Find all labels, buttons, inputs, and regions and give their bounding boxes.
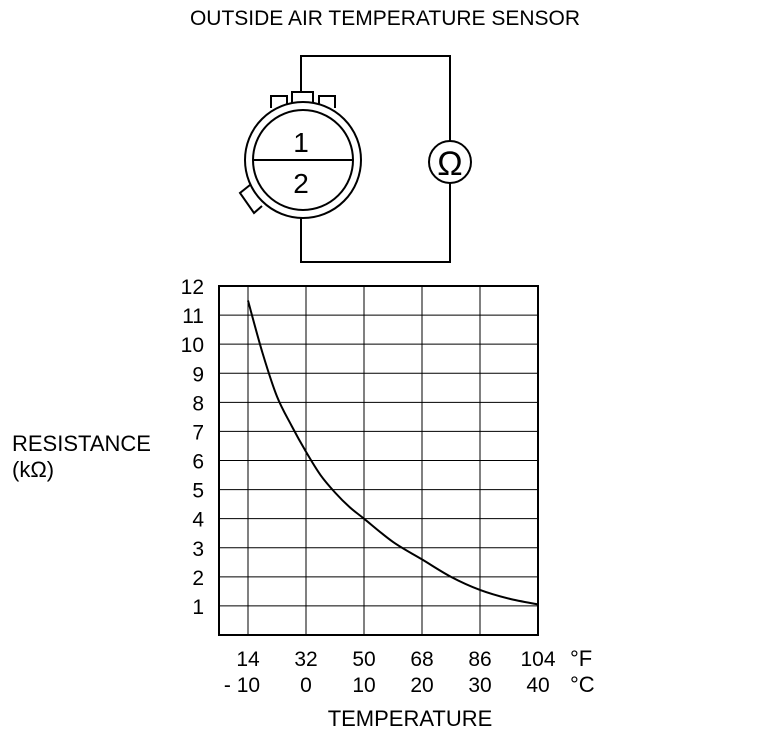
- x-tick-label-f: 104: [520, 648, 555, 671]
- x-tick-label-f: 50: [352, 648, 375, 671]
- chart-grid: [219, 286, 538, 635]
- x-tick-label-f: 14: [236, 648, 260, 671]
- x-tick-label-f: 86: [468, 648, 491, 671]
- y-axis-ticks: 12 11 10 9 8 7 6 5 4 3 2 1: [181, 276, 205, 619]
- x-tick-label-f: 32: [294, 648, 317, 671]
- x-tick-label-c: 0: [300, 674, 312, 697]
- x-tick-label-c: 10: [352, 674, 375, 697]
- sensor-connector-icon: [238, 91, 362, 219]
- y-tick-label: 7: [192, 421, 204, 444]
- x-tick-label-c: 20: [410, 674, 433, 697]
- y-tick-label: 8: [192, 392, 204, 415]
- y-tick-label: 1: [192, 596, 204, 619]
- ohmmeter-icon: Ω: [428, 140, 472, 184]
- y-tick-label: 9: [192, 363, 204, 386]
- x-tick-label-c: 40: [526, 674, 549, 697]
- x-axis-label: TEMPERATURE: [328, 706, 493, 731]
- y-tick-label: 3: [192, 538, 204, 561]
- y-tick-label: 6: [192, 451, 204, 474]
- x-unit-celsius: °C: [570, 672, 595, 697]
- diagram-title: OUTSIDE AIR TEMPERATURE SENSOR: [190, 7, 580, 30]
- x-axis-ticks: 14 32 50 68 86 104 - 10 0 10 20 30 40: [224, 648, 556, 697]
- y-tick-label: 4: [192, 509, 204, 532]
- chart-frame: [218, 285, 539, 636]
- connector-latch-center: [291, 91, 314, 104]
- y-tick-label: 2: [192, 567, 204, 590]
- circuit-wiring: [300, 55, 451, 263]
- wire-bottom: [300, 183, 451, 263]
- connector-side-tab: [238, 184, 263, 215]
- y-tick-label: 5: [192, 480, 204, 503]
- ohmmeter-symbol: Ω: [437, 145, 462, 183]
- x-tick-label-c: 30: [468, 674, 491, 697]
- x-tick-label-c: - 10: [224, 674, 260, 697]
- y-tick-label: 12: [181, 276, 204, 299]
- x-unit-fahrenheit: °F: [570, 646, 592, 671]
- connector-pin-1: 1: [293, 127, 309, 158]
- y-tick-label: 10: [181, 334, 204, 357]
- connector-pin-2: 2: [293, 168, 309, 199]
- wire-top: [300, 55, 451, 141]
- y-axis-label-line1: RESISTANCE: [12, 431, 151, 456]
- resistance-curve: [247, 300, 539, 606]
- y-axis-label-line2: (kΩ): [12, 457, 54, 482]
- y-tick-label: 11: [182, 305, 204, 328]
- x-tick-label-f: 68: [410, 648, 433, 671]
